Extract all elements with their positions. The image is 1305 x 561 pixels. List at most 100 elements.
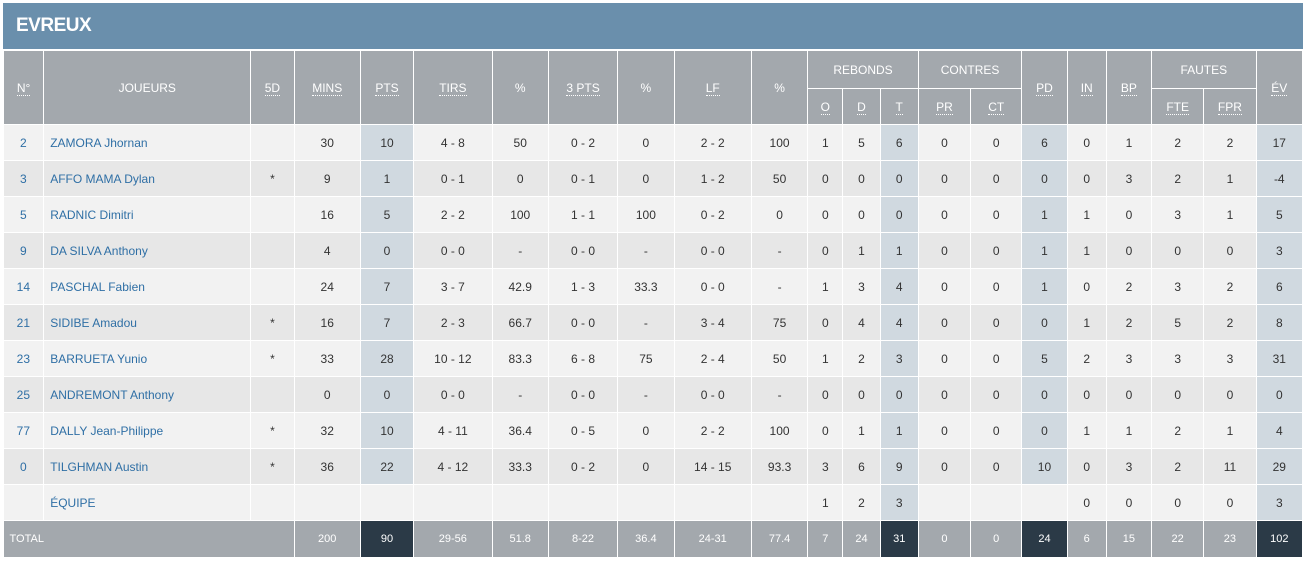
- cell-pts: 7: [360, 304, 415, 341]
- cell-ft: 0 - 2: [674, 196, 752, 233]
- header-reb-total[interactable]: T: [879, 88, 919, 125]
- cell-blk-pr: 0: [918, 304, 972, 341]
- cell-steals: 1: [1067, 304, 1107, 341]
- header-points[interactable]: PTS: [359, 50, 415, 125]
- header-blocks-received[interactable]: CT: [970, 88, 1023, 125]
- header-minutes[interactable]: MINS: [293, 50, 361, 125]
- cell-reb-d: 4: [842, 304, 881, 341]
- team-cell-fouls-fpr: 0: [1203, 484, 1257, 521]
- header-reb-defensive[interactable]: D: [842, 88, 881, 125]
- header-turnovers[interactable]: BP: [1105, 50, 1153, 125]
- totals-shots: 29-56: [413, 520, 493, 557]
- cell-fouls-fpr: 1: [1203, 160, 1257, 197]
- cell-ft: 2 - 2: [674, 412, 752, 449]
- team-header: EVREUX: [3, 3, 1303, 49]
- player-name-link[interactable]: AFFO MAMA Dylan: [43, 160, 252, 197]
- cell-fouls-fte: 3: [1151, 268, 1205, 305]
- player-name-link[interactable]: PASCHAL Fabien: [43, 268, 252, 305]
- player-name-link[interactable]: RADNIC Dimitri: [43, 196, 252, 233]
- cell-three-pct: 0: [617, 160, 675, 197]
- cell-efficiency: 0: [1256, 376, 1304, 413]
- player-number: 0: [3, 448, 45, 485]
- cell-ft-pct: 50: [751, 340, 809, 377]
- player-row: 25 ANDREMONT Anthony 0 0 0 - 0-0 - 0-0 - 0-0…: [3, 376, 1304, 413]
- cell-reb-t: 4: [880, 304, 919, 341]
- team-cell-assists: [1021, 484, 1068, 521]
- cell-mins: 9: [294, 160, 361, 197]
- cell-pts: 0: [360, 376, 415, 413]
- header-assists[interactable]: PD: [1021, 50, 1068, 125]
- team-cell-shots-pct: [492, 484, 549, 521]
- header-free-throws[interactable]: LF: [673, 50, 752, 125]
- header-three-points[interactable]: 3 PTS: [547, 50, 619, 125]
- player-number: 77: [3, 412, 45, 449]
- cell-reb-d: 5: [842, 124, 881, 161]
- cell-fouls-fpr: 0: [1203, 232, 1257, 269]
- cell-shots: 2 - 3: [413, 304, 493, 341]
- cell-shots-pct: -: [492, 376, 549, 413]
- cell-three: 1 - 3: [548, 268, 619, 305]
- header-reb-offensive[interactable]: O: [807, 88, 844, 125]
- cell-assists: 1: [1021, 196, 1068, 233]
- player-name-link[interactable]: TILGHMAN Austin: [43, 448, 252, 485]
- player-number: 3: [3, 160, 45, 197]
- team-player-number: [3, 484, 45, 521]
- player-name-link[interactable]: ZAMORA Jhornan: [43, 124, 252, 161]
- player-row: 0 TILGHMAN Austin * 36 22 4 - 12 33.3 0 - 2 0 14 …: [3, 448, 1304, 485]
- cell-shots-pct: 42.9: [492, 268, 549, 305]
- cell-three-pct: 0: [617, 124, 675, 161]
- cell-ft: 1 - 2: [674, 160, 752, 197]
- totals-ft: 24-31: [674, 520, 752, 557]
- cell-assists: 0: [1021, 412, 1068, 449]
- cell-three-pct: -: [617, 304, 675, 341]
- player-name-link[interactable]: ANDREMONT Anthony: [43, 376, 252, 413]
- header-steals[interactable]: IN: [1066, 50, 1107, 125]
- boxscore-panel: EVREUX N° JOUEURS 5D MINS PTS TIRS % 3 P…: [2, 3, 1304, 557]
- team-cell-three-pct: [617, 484, 675, 521]
- cell-blk-ct: 0: [970, 340, 1023, 377]
- player-name-link[interactable]: BARRUETA Yunio: [43, 340, 252, 377]
- player-name-link[interactable]: DALLY Jean-Philippe: [43, 412, 252, 449]
- cell-turnovers: 1: [1106, 124, 1153, 161]
- team-player-name-link[interactable]: ÉQUIPE: [43, 484, 252, 521]
- cell-reb-t: 0: [880, 160, 919, 197]
- header-starting-five[interactable]: 5D: [250, 50, 295, 125]
- cell-pts: 28: [360, 340, 415, 377]
- team-cell-efficiency: 3: [1256, 484, 1304, 521]
- header-fouls-drawn[interactable]: FPR: [1203, 88, 1257, 125]
- cell-ft: 0 - 0: [674, 268, 752, 305]
- cell-ft: 2 - 2: [674, 124, 752, 161]
- team-cell-ft-pct: [751, 484, 809, 521]
- cell-efficiency: 8: [1256, 304, 1304, 341]
- header-fouls-committed[interactable]: FTE: [1151, 88, 1205, 125]
- cell-blk-pr: 0: [918, 448, 972, 485]
- cell-shots-pct: 50: [492, 124, 549, 161]
- cell-ft: 0 - 0: [674, 376, 752, 413]
- cell-fouls-fpr: 2: [1203, 268, 1257, 305]
- player-name-link[interactable]: SIDIBE Amadou: [43, 304, 252, 341]
- cell-pts: 0: [360, 232, 415, 269]
- cell-shots-pct: 33.3: [492, 448, 549, 485]
- team-cell-blk-pr: [918, 484, 972, 521]
- cell-ft-pct: 93.3: [751, 448, 809, 485]
- cell-three: 0 - 5: [548, 412, 619, 449]
- header-efficiency[interactable]: ÉV: [1255, 50, 1304, 125]
- team-cell-three: [548, 484, 619, 521]
- cell-reb-t: 0: [880, 376, 919, 413]
- cell-blk-ct: 0: [970, 196, 1023, 233]
- starter-mark: [250, 232, 295, 269]
- cell-shots: 10 - 12: [413, 340, 493, 377]
- player-name-link[interactable]: DA SILVA Anthony: [43, 232, 252, 269]
- cell-three: 0 - 2: [548, 448, 619, 485]
- cell-ft-pct: 100: [751, 412, 809, 449]
- cell-efficiency: 29: [1256, 448, 1304, 485]
- header-shots[interactable]: TIRS: [413, 50, 493, 125]
- cell-assists: 1: [1021, 232, 1068, 269]
- cell-reb-t: 0: [880, 196, 919, 233]
- cell-reb-d: 1: [842, 232, 881, 269]
- header-number[interactable]: N°: [2, 50, 45, 125]
- starter-mark: [250, 376, 295, 413]
- player-number: 2: [3, 124, 45, 161]
- header-blocks-made[interactable]: PR: [917, 88, 972, 125]
